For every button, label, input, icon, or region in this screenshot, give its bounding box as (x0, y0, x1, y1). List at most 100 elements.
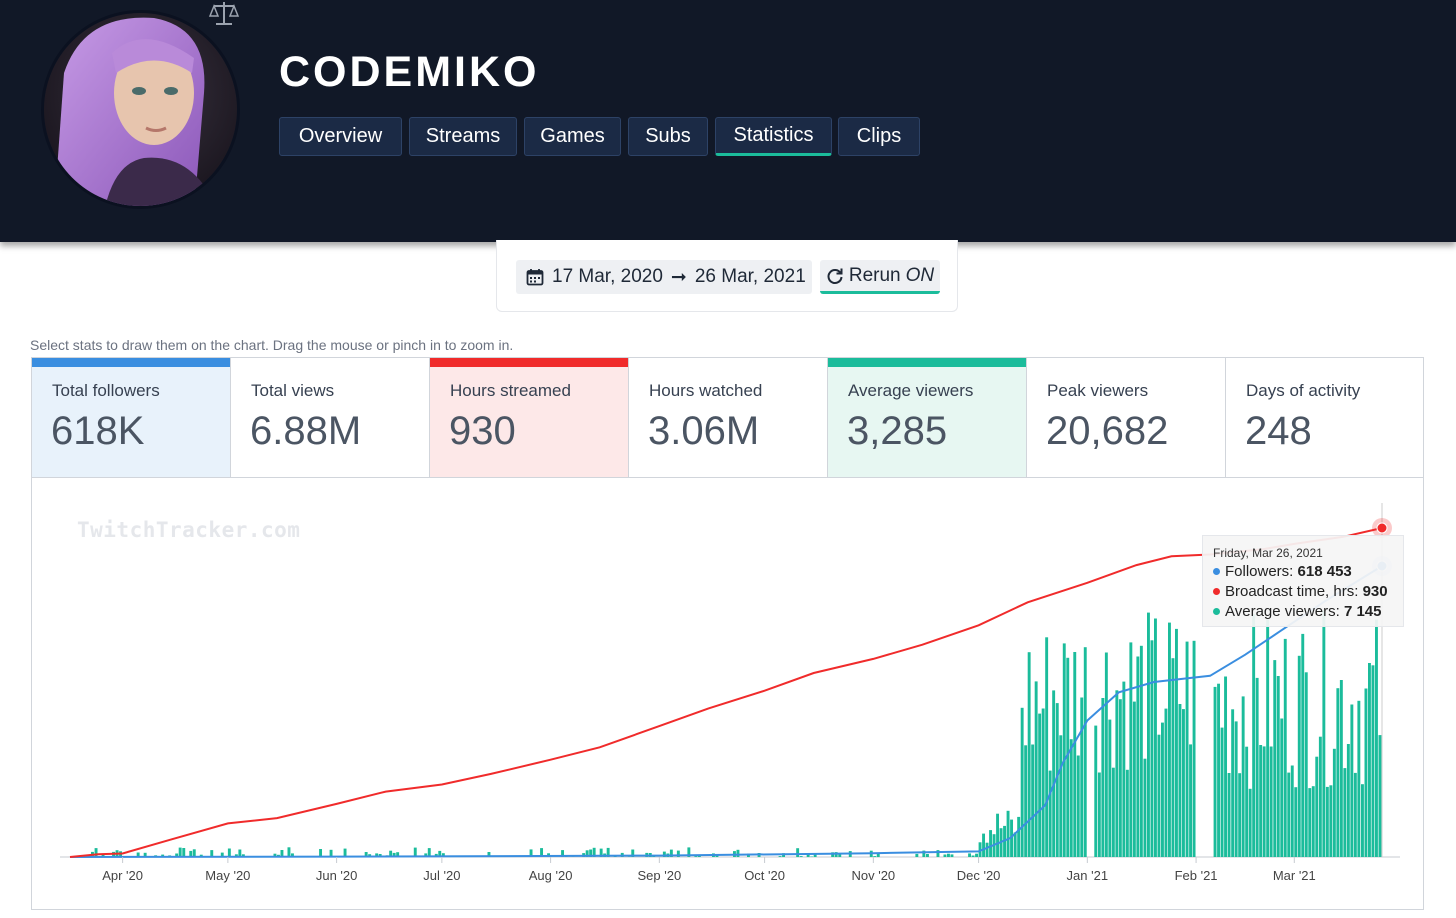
viewer-bar (1150, 640, 1154, 857)
viewer-bar (926, 854, 929, 857)
tab-clips[interactable]: Clips (838, 117, 920, 156)
viewer-bar (1269, 746, 1273, 857)
viewer-bar (1048, 770, 1052, 857)
viewer-bar (676, 850, 680, 857)
viewer-bar (175, 853, 179, 857)
stats-chart[interactable]: TwitchTracker.com Friday, Mar 26, 2021 F… (31, 478, 1424, 910)
viewer-bar (1276, 676, 1280, 857)
viewer-bar (838, 854, 842, 857)
rerun-toggle[interactable]: Rerun ON (820, 260, 940, 294)
series-broadcast-line (69, 527, 1383, 858)
viewer-bar (736, 849, 740, 857)
tab-statistics[interactable]: Statistics (715, 117, 832, 156)
viewer-bar (810, 856, 814, 857)
scale-icon[interactable] (206, 0, 242, 28)
date-range-picker[interactable]: 17 Mar, 2020 ➞ 26 Mar, 2021 (516, 260, 812, 294)
viewer-bar (631, 849, 635, 857)
viewer-bar (599, 848, 603, 857)
stat-card-hours-streamed[interactable]: Hours streamed 930 (430, 358, 629, 477)
tab-streams[interactable]: Streams (409, 117, 517, 156)
viewer-bar (540, 848, 544, 857)
viewer-bar (1031, 744, 1035, 857)
viewer-bar (1069, 739, 1073, 857)
selected-indicator (32, 358, 230, 367)
viewer-bar (1361, 784, 1364, 857)
tab-subs[interactable]: Subs (628, 117, 708, 156)
avatar (41, 10, 240, 209)
stat-card-days-of-activity[interactable]: Days of activity 248 (1226, 358, 1423, 477)
viewer-bar (950, 854, 954, 857)
viewer-bar (1111, 767, 1115, 857)
viewer-bar (589, 849, 593, 857)
rerun-label: Rerun (848, 264, 901, 286)
viewer-bar (1129, 642, 1133, 857)
viewer-bar (1322, 610, 1326, 857)
viewer-bar (1350, 704, 1354, 857)
viewer-bar (1220, 727, 1224, 857)
viewer-bar (985, 842, 989, 857)
stat-card-hours-watched[interactable]: Hours watched 3.06M (629, 358, 828, 477)
viewer-bar (1118, 699, 1122, 857)
stat-card-average-viewers[interactable]: Average viewers 3,285 (828, 358, 1027, 477)
viewer-bar (161, 854, 165, 857)
series-average-viewers (87, 610, 1382, 857)
tab-overview[interactable]: Overview (279, 117, 402, 156)
x-tick-label: Mar '21 (1272, 868, 1316, 883)
viewer-bar (227, 848, 231, 857)
viewer-bar (1045, 637, 1049, 857)
selected-indicator (430, 358, 628, 367)
viewer-bar (1287, 772, 1291, 857)
chart-plot[interactable] (32, 478, 1425, 910)
viewer-bar (1259, 745, 1263, 857)
viewer-bar (1038, 713, 1042, 857)
viewer-bar (1006, 810, 1010, 857)
viewer-bar (1311, 786, 1315, 857)
viewer-bar (1353, 772, 1357, 857)
chart-tooltip: Friday, Mar 26, 2021 Followers: 618 453 … (1202, 535, 1404, 627)
viewer-bar (1143, 758, 1147, 857)
viewer-bar (592, 847, 596, 857)
viewer-bar (1097, 772, 1101, 857)
viewer-bar (1280, 718, 1284, 857)
stat-label: Hours watched (649, 381, 763, 400)
viewer-bar (182, 848, 186, 857)
tooltip-row-viewers: Average viewers: 7 145 (1213, 602, 1403, 622)
viewer-bar (364, 852, 368, 857)
viewer-bar (1315, 756, 1319, 857)
viewer-bar (1318, 736, 1322, 857)
x-tick-label: Oct '20 (744, 868, 785, 883)
viewer-bar (329, 849, 333, 857)
viewer-bar (189, 850, 193, 857)
viewer-bar (529, 849, 533, 857)
viewer-bar (1255, 677, 1259, 857)
viewer-bar (238, 849, 242, 857)
viewer-bar (1283, 638, 1287, 857)
viewer-bar (1010, 819, 1014, 857)
stat-value: 930 (449, 409, 516, 453)
stat-card-total-followers[interactable]: Total followers 618K (32, 358, 231, 477)
viewer-bar (210, 850, 214, 857)
viewer-bar (1122, 681, 1126, 857)
viewer-bar (1227, 773, 1231, 857)
viewer-bar (1301, 633, 1305, 857)
watermark: TwitchTracker.com (77, 518, 301, 542)
stat-card-total-views[interactable]: Total views 6.88M (231, 358, 430, 477)
viewer-bar (1041, 708, 1045, 857)
start-date: 17 Mar, 2020 (552, 266, 663, 287)
viewer-bar (1329, 785, 1333, 857)
viewer-bar (1157, 734, 1161, 857)
stat-label: Days of activity (1246, 381, 1361, 400)
viewer-bar (487, 852, 491, 857)
viewer-bar (413, 847, 417, 857)
viewer-bar (424, 853, 428, 857)
viewer-bar (343, 848, 347, 857)
viewer-bar (1182, 709, 1185, 857)
viewer-bar (392, 852, 396, 857)
viewer-bar (799, 856, 803, 857)
channel-header: CODEMIKO Overview Streams Games Subs Sta… (0, 0, 1456, 242)
viewer-bar (915, 853, 919, 857)
stat-card-peak-viewers[interactable]: Peak viewers 20,682 (1027, 358, 1226, 477)
tab-games[interactable]: Games (524, 117, 621, 156)
viewer-bar (1161, 722, 1164, 857)
viewer-bar (1304, 672, 1308, 857)
